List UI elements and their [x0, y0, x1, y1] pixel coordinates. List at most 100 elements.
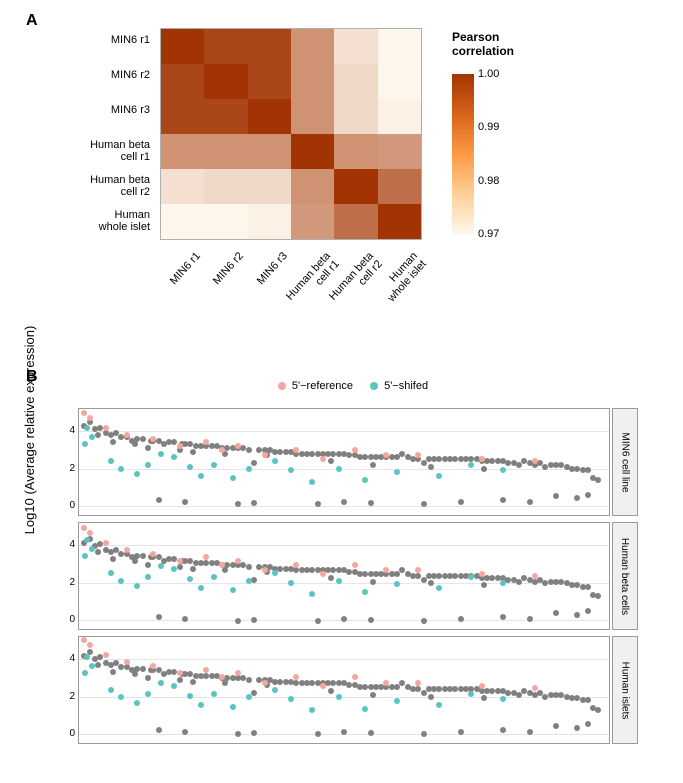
point-ref: [87, 642, 93, 648]
point-ref: [532, 458, 538, 464]
point-other: [341, 499, 347, 505]
heatmap-cell: [291, 64, 334, 99]
heatmap-row-label: MIN6 r3: [40, 104, 150, 116]
point-shift: [187, 576, 193, 582]
point-ref: [124, 432, 130, 438]
point-ref: [177, 670, 183, 676]
point-other: [500, 727, 506, 733]
point-ref: [87, 530, 93, 536]
point-other: [177, 677, 183, 683]
point-shift: [272, 570, 278, 576]
point-ref: [124, 547, 130, 553]
heatmap-cell: [334, 204, 377, 239]
point-shift: [145, 691, 151, 697]
point-shift: [118, 694, 124, 700]
point-shift: [145, 574, 151, 580]
point-shift: [211, 574, 217, 580]
y-tick: 2: [61, 577, 75, 588]
point-ref: [479, 456, 485, 462]
colorbar: [452, 74, 474, 234]
gridline: [79, 697, 609, 698]
panel-a: MIN6 r1MIN6 r2MIN6 r3Human betacell r1Hu…: [40, 18, 640, 358]
point-shift: [230, 704, 236, 710]
facet: 024MIN6 cell line: [78, 408, 638, 514]
point-other: [341, 616, 347, 622]
point-other: [574, 725, 580, 731]
point-shift: [309, 591, 315, 597]
point-other: [315, 501, 321, 507]
panel-b: 5'−reference 5'−shifed Log10 (Average re…: [26, 380, 666, 770]
heatmap-cell: [161, 134, 204, 169]
point-ref: [150, 551, 156, 557]
point-other: [235, 501, 241, 507]
legend-label-ref: 5'−reference: [292, 380, 353, 392]
point-other: [527, 729, 533, 735]
point-other: [421, 501, 427, 507]
point-ref: [262, 680, 268, 686]
point-other: [421, 618, 427, 624]
point-shift: [108, 570, 114, 576]
point-other: [235, 618, 241, 624]
point-ref: [320, 571, 326, 577]
point-other: [585, 608, 591, 614]
heatmap-row-label: Human betacell r2: [40, 174, 150, 198]
heatmap-cell: [204, 29, 247, 64]
point-shift: [336, 466, 342, 472]
point-other: [110, 669, 116, 675]
point-shift: [158, 563, 164, 569]
point-ref: [532, 573, 538, 579]
point-other: [145, 562, 151, 568]
point-shift: [158, 451, 164, 457]
point-other: [370, 692, 376, 698]
heatmap-cell: [248, 169, 291, 204]
point-ref: [293, 674, 299, 680]
point-shift: [500, 580, 506, 586]
point-ref: [532, 685, 538, 691]
legend-label-shift: 5'−shifed: [384, 380, 428, 392]
point-other: [595, 593, 601, 599]
point-other: [251, 577, 257, 583]
point-other: [500, 497, 506, 503]
point-shift: [246, 694, 252, 700]
point-shift: [500, 696, 506, 702]
point-shift: [187, 464, 193, 470]
heatmap-cell: [204, 64, 247, 99]
point-ref: [262, 567, 268, 573]
point-ref: [415, 567, 421, 573]
point-other: [182, 499, 188, 505]
point-shift: [362, 589, 368, 595]
point-other: [368, 730, 374, 736]
point-other: [110, 439, 116, 445]
point-other: [574, 495, 580, 501]
legend-dot-shift: [370, 382, 378, 390]
point-shift: [336, 694, 342, 700]
point-other: [368, 617, 374, 623]
point-ref: [103, 425, 109, 431]
heatmap-cell: [248, 204, 291, 239]
facet-strip: Human beta cells: [612, 522, 638, 630]
point-other: [251, 500, 257, 506]
y-tick: 0: [61, 614, 75, 625]
point-other: [190, 449, 196, 455]
colorbar-title: Pearsoncorrelation: [452, 30, 514, 59]
point-shift: [171, 566, 177, 572]
point-other: [481, 466, 487, 472]
heatmap-cell: [334, 134, 377, 169]
point-shift: [436, 585, 442, 591]
heatmap-cell: [248, 99, 291, 134]
point-shift: [336, 578, 342, 584]
point-other: [458, 499, 464, 505]
facet-strip: MIN6 cell line: [612, 408, 638, 516]
point-shift: [84, 425, 90, 431]
legend: 5'−reference 5'−shifed: [26, 380, 666, 392]
point-other: [95, 432, 101, 438]
heatmap-cell: [378, 99, 421, 134]
point-other: [246, 677, 252, 683]
point-other: [156, 727, 162, 733]
heatmap-cell: [248, 29, 291, 64]
point-shift: [89, 434, 95, 440]
facet: 024Human beta cells: [78, 522, 638, 628]
heatmap-cell: [204, 204, 247, 239]
point-other: [328, 458, 334, 464]
point-shift: [108, 458, 114, 464]
